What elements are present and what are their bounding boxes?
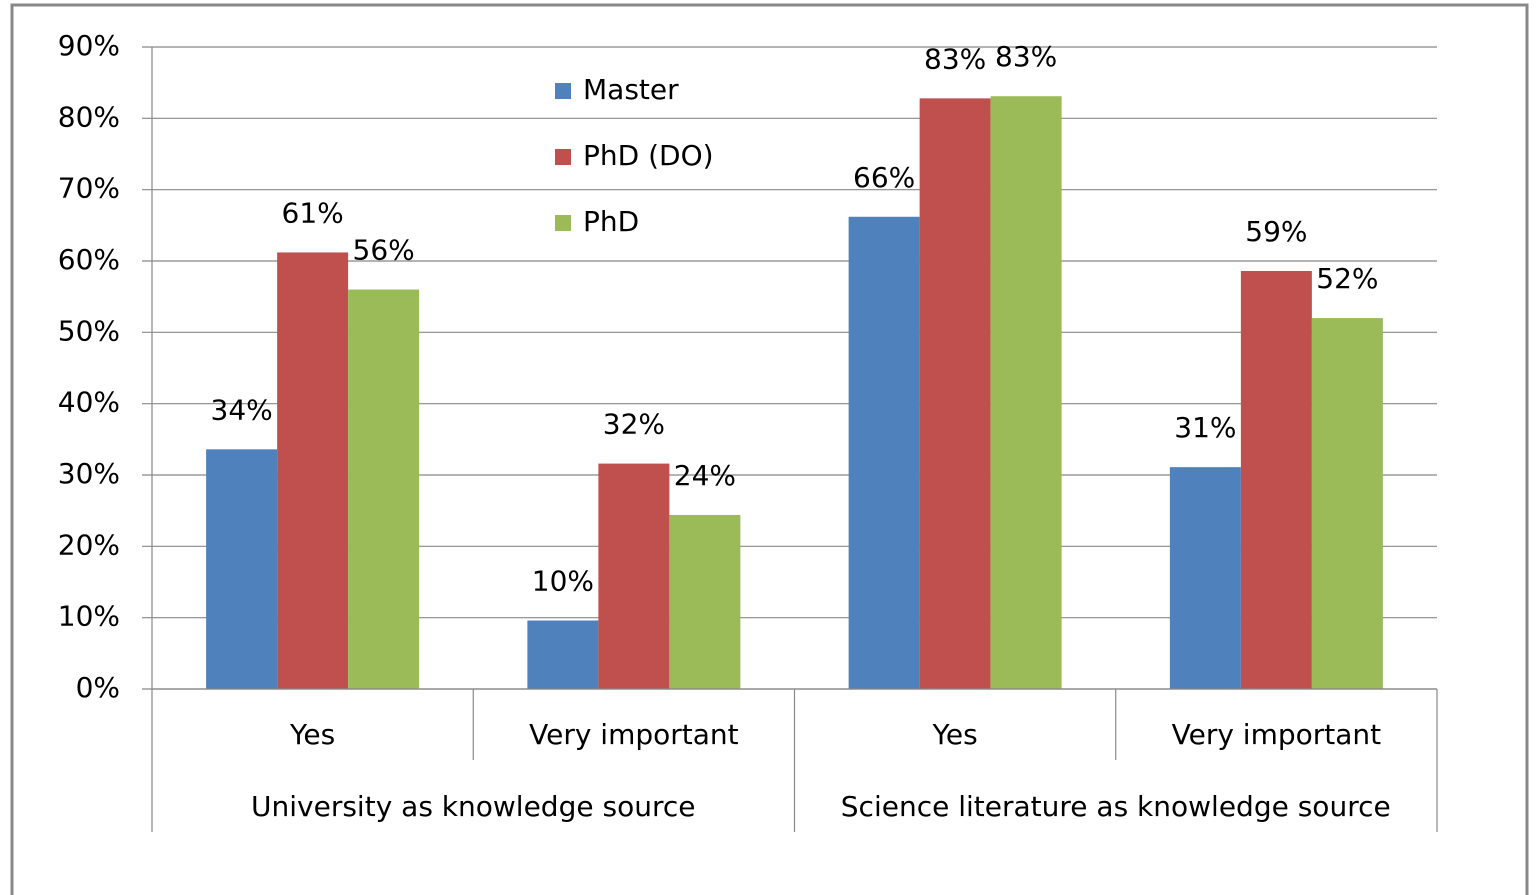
bar [1311, 318, 1383, 689]
data-label: 83% [924, 42, 986, 75]
data-label: 34% [211, 393, 273, 426]
data-label: 59% [1245, 215, 1307, 248]
legend-swatch [555, 149, 571, 165]
legend-label: PhD (DO) [583, 139, 714, 172]
legend-swatch [555, 83, 571, 99]
legend-label: Master [583, 73, 679, 106]
data-label: 31% [1174, 411, 1236, 444]
y-tick-label: 70% [58, 172, 120, 205]
group-label: Science literature as knowledge source [841, 790, 1391, 823]
bar [848, 216, 920, 690]
bar [990, 96, 1062, 690]
chart-frame [10, 3, 1529, 895]
x-tick-label: Very important [529, 718, 739, 751]
bar [1169, 467, 1241, 689]
y-tick-label: 20% [58, 528, 120, 561]
bar [1240, 270, 1312, 689]
bar [348, 289, 420, 689]
data-label: 83% [995, 40, 1057, 73]
y-tick-label: 30% [58, 457, 120, 490]
x-tick-label: Very important [1172, 718, 1382, 751]
x-tick-label: Yes [932, 718, 978, 751]
x-tick-label: Yes [289, 718, 335, 751]
data-label: 61% [282, 196, 344, 229]
data-label: 66% [853, 161, 915, 194]
data-label: 52% [1316, 262, 1378, 295]
y-tick-label: 0% [76, 671, 120, 704]
data-label: 32% [603, 408, 665, 441]
bar [277, 252, 349, 689]
data-label: 56% [353, 234, 415, 267]
legend-label: PhD [583, 205, 639, 238]
bar [919, 98, 991, 690]
group-label: University as knowledge source [251, 790, 695, 823]
y-tick-label: 60% [58, 243, 120, 276]
data-label: 24% [674, 459, 736, 492]
y-tick-label: 10% [58, 600, 120, 633]
y-tick-label: 40% [58, 386, 120, 419]
bar [669, 514, 741, 689]
y-tick-label: 50% [58, 314, 120, 347]
bar [527, 620, 599, 689]
bar [598, 463, 670, 689]
y-tick-label: 90% [58, 29, 120, 62]
bar [206, 449, 278, 689]
legend-swatch [555, 215, 571, 231]
data-label: 10% [532, 565, 594, 598]
y-tick-label: 80% [58, 100, 120, 133]
